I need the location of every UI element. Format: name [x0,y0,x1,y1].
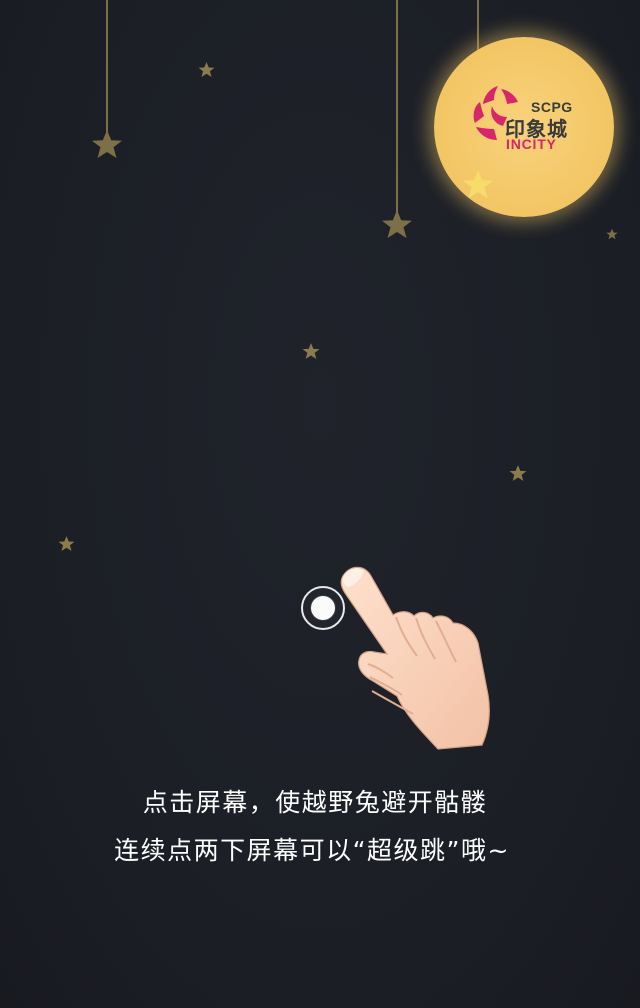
star-small-center [302,343,320,359]
brand-chinese-name: 印象城 [505,117,568,141]
hanging-thread-middle [396,0,398,215]
instruction-line-2: 连续点两下屏幕可以“超级跳”哦~ [114,836,510,865]
instruction-line-1: 点击屏幕，使越野兔避开骷髅 [142,788,488,817]
tap-target-dot [311,596,335,620]
hanging-star-middle [382,210,412,238]
tap-target-icon [301,586,345,630]
star-small-right [606,228,618,240]
brand-english-name: INCITY [506,136,557,152]
star-small-mid-right [509,465,527,481]
hanging-thread-left [106,0,108,135]
moon-hanging-star [463,170,493,198]
brand-top-text: SCPG [531,99,573,115]
incity-logo-icon [473,86,518,140]
star-small-left [58,536,75,551]
hanging-star-left [92,130,122,158]
star-small-top [198,62,215,77]
pointing-hand-icon [340,566,490,750]
moon-icon [434,37,614,217]
